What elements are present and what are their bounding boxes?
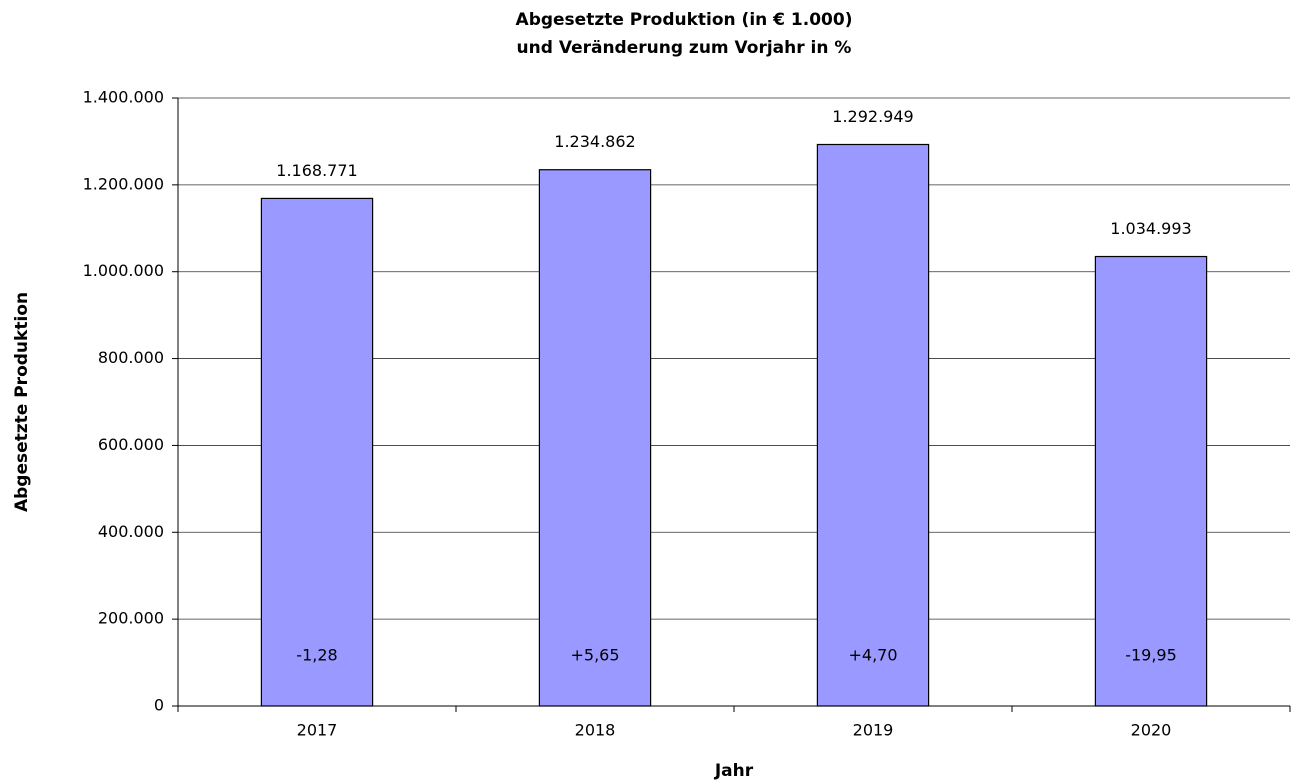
chart-title: Abgesetzte Produktion (in € 1.000) (516, 10, 853, 30)
bar (816, 143, 930, 707)
x-tick-label: 2017 (297, 721, 338, 740)
bar (538, 169, 652, 707)
value-label: 1.168.771 (276, 161, 357, 180)
bar (260, 197, 374, 707)
y-tick-label: 400.000 (98, 522, 164, 541)
y-axis-label: Abgesetzte Produktion (12, 292, 32, 512)
annotation: -1,28 (296, 646, 337, 665)
y-tick-label: 0 (154, 696, 164, 715)
y-tick-label: 600.000 (98, 435, 164, 454)
x-tick-label: 2020 (1131, 721, 1172, 740)
y-tick-label: 800.000 (98, 348, 164, 367)
annotation: +5,65 (570, 646, 619, 665)
x-tick-label: 2018 (575, 721, 616, 740)
annotation: -19,95 (1125, 646, 1177, 665)
annotation: +4,70 (848, 646, 897, 665)
y-tick-label: 1.400.000 (83, 88, 164, 107)
bar (1094, 255, 1208, 707)
x-axis-label: Jahr (714, 761, 754, 781)
value-label: 1.234.862 (554, 132, 635, 151)
y-tick-label: 1.200.000 (83, 174, 164, 193)
chart-title: und Veränderung zum Vorjahr in % (517, 38, 852, 58)
y-tick-label: 1.000.000 (83, 261, 164, 280)
value-label: 1.292.949 (832, 107, 913, 126)
y-tick-label: 200.000 (98, 609, 164, 628)
x-tick-label: 2019 (853, 721, 894, 740)
value-label: 1.034.993 (1110, 219, 1191, 238)
